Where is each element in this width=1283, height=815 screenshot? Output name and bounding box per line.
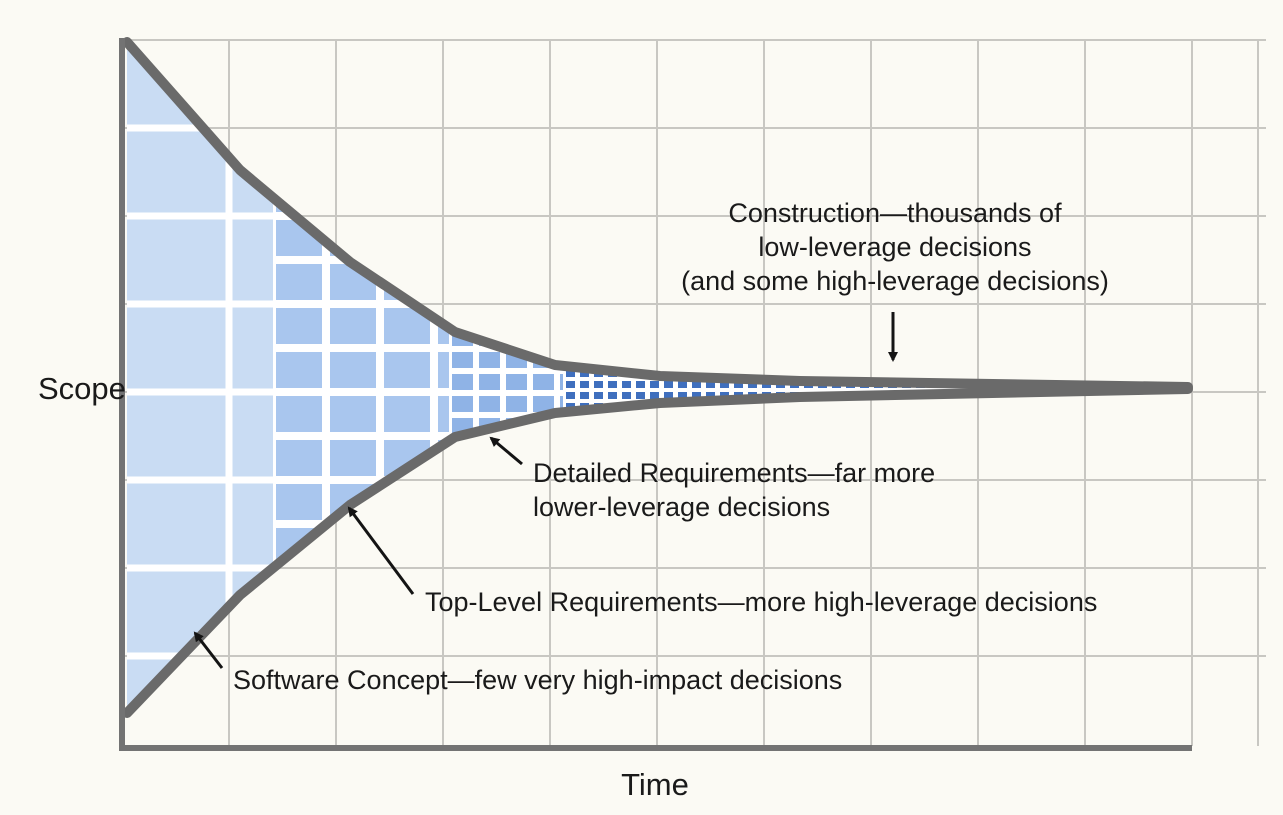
detailed-requirements-label-line2: lower-leverage decisions [533,492,830,522]
funnel-top-edge [122,37,1193,392]
construction-label-line1: Construction—thousands of [728,198,1062,228]
y-axis-label: Scope [38,371,126,406]
software-concept-label: Software Concept—few very high-impact de… [233,665,842,695]
detailed-requirements-arrow [489,436,523,466]
background-grid [122,39,1266,746]
axes [119,38,1192,751]
annotation-arrows [193,312,898,669]
funnel-outline [122,37,1193,718]
x-axis-label: Time [621,767,689,802]
top-level-requirements-label: Top-Level Requirements—more high-leverag… [425,587,1097,617]
funnel-bottom-edge [122,384,1193,718]
software-concept-arrow [193,631,224,669]
construction-label-line2: low-leverage decisions [758,232,1031,262]
construction-label-line3: (and some high-leverage decisions) [681,266,1109,296]
detailed-requirements-label-line1: Detailed Requirements—far more [533,458,935,488]
top-level-requirements-arrow [347,506,415,595]
